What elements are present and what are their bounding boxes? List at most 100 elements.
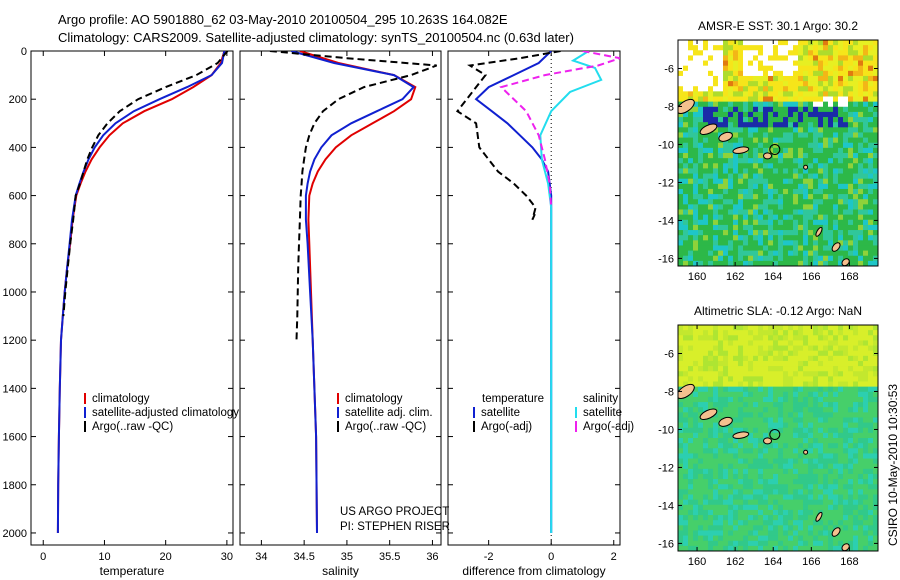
- map-cell: [758, 438, 764, 444]
- map-cell: [868, 209, 874, 216]
- map-cell: [863, 340, 869, 347]
- map-cell: [763, 132, 769, 139]
- map-cell: [823, 525, 829, 531]
- map-cell: [768, 199, 774, 205]
- map-cell: [838, 50, 844, 56]
- map-cell: [718, 70, 724, 77]
- map-cell: [818, 81, 824, 87]
- map-cell: [793, 70, 799, 77]
- map-cell: [678, 499, 684, 506]
- map-cell: [718, 345, 724, 352]
- map-cell: [743, 350, 749, 357]
- map-cell: [808, 479, 814, 485]
- map-cell: [788, 194, 794, 200]
- map-cell: [718, 489, 724, 495]
- map-cell: [838, 432, 844, 439]
- map-cell: [708, 540, 714, 547]
- map-cell: [678, 91, 684, 97]
- y-tick-label: 1600: [3, 432, 27, 444]
- map-cell: [683, 376, 689, 382]
- map-cell: [808, 350, 814, 357]
- map-cell: [813, 158, 819, 164]
- map-cell: [828, 209, 834, 216]
- map-cell: [853, 545, 859, 551]
- map-x-tick-label: 160: [688, 556, 706, 568]
- map-cell: [823, 330, 829, 336]
- map-cell: [853, 111, 859, 118]
- project-label-line1: US ARGO PROJECT: [340, 506, 449, 518]
- map-cell: [708, 142, 714, 149]
- map-cell: [713, 335, 719, 341]
- x-tick-label: 35.5: [379, 551, 400, 563]
- map-cell: [703, 255, 709, 262]
- map-cell: [768, 530, 774, 537]
- map-cell: [788, 499, 794, 506]
- map-cell: [778, 473, 784, 480]
- map-cell: [838, 350, 844, 357]
- map-cell: [763, 525, 769, 531]
- map-cell: [738, 448, 744, 454]
- map-cell: [693, 330, 699, 336]
- map-cell: [798, 540, 804, 547]
- map-cell: [868, 412, 874, 418]
- map-cell: [748, 325, 754, 331]
- map-cell: [698, 122, 704, 128]
- map-cell: [793, 250, 799, 257]
- map-cell: [678, 407, 684, 413]
- map-cell: [773, 484, 779, 490]
- map-cell: [808, 340, 814, 347]
- map-cell: [843, 235, 849, 241]
- map-cell: [788, 219, 794, 226]
- map-cell: [773, 396, 779, 403]
- map-cell: [788, 137, 794, 144]
- map-cell: [743, 91, 749, 97]
- map-cell: [683, 468, 689, 475]
- map-cell: [863, 214, 869, 221]
- map-cell: [873, 438, 878, 444]
- map-cell: [688, 91, 694, 97]
- map-cell: [763, 65, 769, 72]
- map-cell: [738, 219, 744, 226]
- map-cell: [748, 117, 754, 123]
- map-cell: [703, 535, 709, 542]
- map-cell: [818, 127, 824, 133]
- map-cell: [848, 335, 854, 341]
- map-cell: [773, 137, 779, 144]
- map-cell: [723, 173, 729, 180]
- map-cell: [808, 240, 814, 246]
- map-cell: [778, 230, 784, 236]
- map-cell: [798, 417, 804, 424]
- series-group: [56, 51, 229, 534]
- map-cell: [868, 132, 874, 139]
- map-cell: [783, 443, 789, 449]
- map-cell: [758, 86, 764, 92]
- map-cell: [868, 91, 874, 97]
- map-cell: [738, 245, 744, 252]
- map-cell: [728, 158, 734, 164]
- map-cell: [708, 453, 714, 460]
- map-cell: [708, 214, 714, 221]
- map-cell: [683, 443, 689, 449]
- map-cell: [818, 86, 824, 92]
- map-cell: [768, 137, 774, 144]
- map-cell: [848, 381, 854, 388]
- map-cell: [798, 504, 804, 511]
- map-cell: [763, 178, 769, 185]
- map-cell: [868, 127, 874, 133]
- map-cell: [693, 127, 699, 133]
- map-cell: [828, 540, 834, 547]
- map-cell: [858, 55, 864, 62]
- map-cell: [708, 438, 714, 444]
- map-cell: [818, 396, 824, 403]
- map-cell: [848, 463, 854, 470]
- map-cell: [813, 386, 819, 393]
- map-cell: [838, 484, 844, 490]
- map-cell: [723, 224, 729, 231]
- map-cell: [843, 453, 849, 460]
- map-cell: [843, 473, 849, 480]
- map-cell: [713, 360, 719, 367]
- map-cell: [853, 325, 859, 331]
- map-cell: [688, 340, 694, 347]
- map-cell: [848, 132, 854, 139]
- map-cell: [823, 209, 829, 216]
